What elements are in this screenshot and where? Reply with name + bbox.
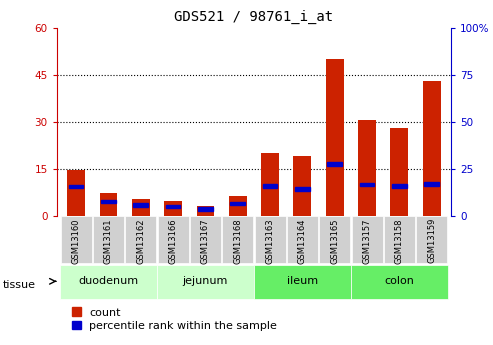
Text: GSM13166: GSM13166 <box>169 218 177 264</box>
Bar <box>100 193 117 216</box>
Bar <box>390 128 408 216</box>
Text: GSM13165: GSM13165 <box>330 218 339 264</box>
Text: GSM13160: GSM13160 <box>71 218 80 264</box>
Text: ileum: ileum <box>287 276 318 286</box>
Text: duodenum: duodenum <box>78 276 139 286</box>
FancyBboxPatch shape <box>60 265 157 299</box>
FancyBboxPatch shape <box>61 216 92 264</box>
Bar <box>326 59 344 216</box>
Bar <box>230 201 245 205</box>
Bar <box>293 156 311 216</box>
Text: GSM13164: GSM13164 <box>298 218 307 264</box>
Bar <box>166 205 180 208</box>
Text: GSM13161: GSM13161 <box>104 218 113 264</box>
FancyBboxPatch shape <box>158 216 189 264</box>
Bar <box>229 196 246 216</box>
Bar <box>261 153 279 216</box>
Bar <box>392 184 407 188</box>
FancyBboxPatch shape <box>384 216 415 264</box>
Text: GSM13168: GSM13168 <box>233 218 242 264</box>
Bar <box>358 120 376 216</box>
Text: jejunum: jejunum <box>183 276 228 286</box>
Bar <box>67 170 85 216</box>
FancyBboxPatch shape <box>190 216 221 264</box>
FancyBboxPatch shape <box>157 265 254 299</box>
Bar <box>327 162 342 166</box>
Bar <box>197 206 214 216</box>
Bar <box>423 81 441 216</box>
Bar <box>360 183 374 187</box>
FancyBboxPatch shape <box>125 216 156 264</box>
Text: GSM13163: GSM13163 <box>266 218 275 264</box>
Bar <box>69 185 83 188</box>
FancyBboxPatch shape <box>351 265 448 299</box>
FancyBboxPatch shape <box>416 216 447 264</box>
Bar <box>101 200 116 204</box>
Text: GSM13162: GSM13162 <box>136 218 145 264</box>
Text: GSM13158: GSM13158 <box>395 218 404 264</box>
FancyBboxPatch shape <box>254 265 351 299</box>
FancyBboxPatch shape <box>352 216 383 264</box>
Bar <box>164 200 182 216</box>
Legend: count, percentile rank within the sample: count, percentile rank within the sample <box>71 307 277 331</box>
Bar <box>134 204 148 207</box>
Text: GSM13157: GSM13157 <box>362 218 372 264</box>
Bar <box>132 199 150 216</box>
Text: GSM13159: GSM13159 <box>427 218 436 264</box>
Bar <box>263 184 278 188</box>
Bar <box>295 187 310 191</box>
FancyBboxPatch shape <box>319 216 350 264</box>
FancyBboxPatch shape <box>287 216 318 264</box>
Bar <box>198 207 212 211</box>
Text: colon: colon <box>385 276 414 286</box>
Text: GSM13167: GSM13167 <box>201 218 210 264</box>
Title: GDS521 / 98761_i_at: GDS521 / 98761_i_at <box>175 10 333 24</box>
Bar <box>424 182 439 186</box>
Text: tissue: tissue <box>2 280 35 289</box>
FancyBboxPatch shape <box>222 216 253 264</box>
FancyBboxPatch shape <box>254 216 285 264</box>
FancyBboxPatch shape <box>93 216 124 264</box>
